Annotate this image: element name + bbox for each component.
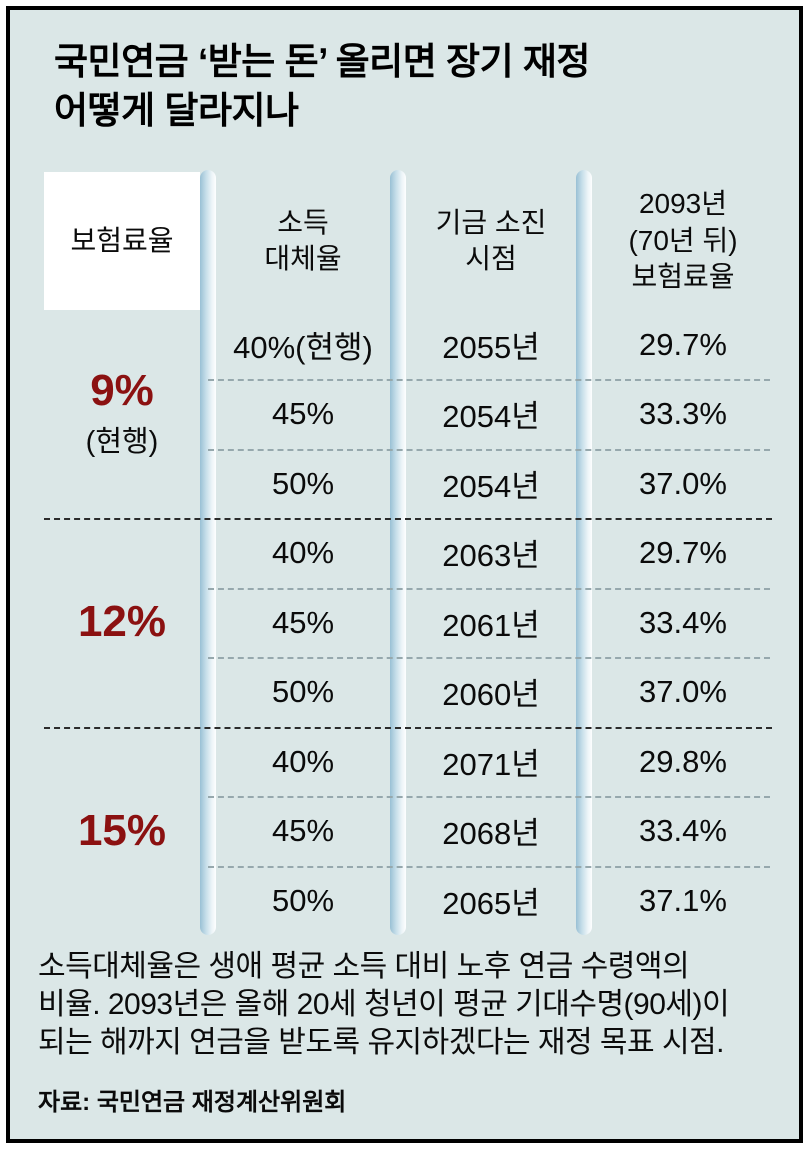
footnote-text: 소득대체율은 생애 평균 소득 대비 노후 연금 수령액의 비율. 2093년은… [38, 950, 730, 1060]
cell-replacement: 45% [271, 395, 335, 431]
cell-replacement: 45% [271, 604, 335, 640]
row-separator [208, 796, 770, 798]
row-separator [208, 379, 770, 381]
column-divider-bar-2 [390, 170, 406, 935]
cell-premium-2093: 37.1% [639, 882, 727, 918]
cell-premium-2093: 33.4% [639, 604, 727, 640]
group-rate-value: 9% [90, 366, 154, 416]
cell-depletion: 2060년 [442, 677, 540, 712]
cell-replacement: 50% [271, 673, 335, 709]
page-title: 국민연금 ‘받는 돈’ 올리면 장기 재정 어떻게 달라지나 [54, 38, 590, 136]
row-separator [208, 657, 770, 659]
cell-premium-2093: 33.3% [639, 395, 727, 431]
cell-replacement: 40% [271, 743, 335, 779]
cell-premium-2093: 37.0% [639, 465, 727, 501]
cell-premium-2093: 29.8% [639, 743, 727, 779]
group-label-12-percent: 12% [44, 518, 200, 727]
source-credit: 자료: 국민연금 재정계산위원회 [38, 1089, 347, 1116]
cell-replacement: 50% [271, 882, 335, 918]
group-label-15-percent: 15% [44, 727, 200, 935]
cell-depletion: 2071년 [442, 747, 540, 782]
column-divider-bar-1 [200, 170, 216, 935]
group-separator [44, 727, 772, 729]
cell-replacement: 40% [271, 534, 335, 570]
cell-depletion: 2054년 [442, 469, 540, 504]
group-rate-value: 12% [77, 597, 167, 647]
cell-premium-2093: 37.0% [639, 673, 727, 709]
group-label-9-percent: 9% (현행) [44, 310, 200, 518]
row-separator [208, 449, 770, 451]
cell-replacement: 50% [271, 465, 335, 501]
row-separator [208, 866, 770, 868]
cell-depletion: 2054년 [442, 399, 540, 434]
cell-premium-2093: 29.7% [639, 534, 727, 570]
cell-premium-2093: 33.4% [639, 812, 727, 848]
header-2093-premium-rate: 2093년 (70년 뒤) 보험료율 [628, 188, 738, 293]
header-replacement-rate: 소득 대체율 [264, 206, 342, 274]
cell-replacement: 40%(현행) [233, 330, 373, 365]
cell-depletion: 2061년 [442, 608, 540, 643]
cell-depletion: 2063년 [442, 538, 540, 573]
title-line-2: 어떻게 달라지나 [54, 89, 299, 131]
group-rate-note: (현행) [85, 425, 159, 458]
header-depletion-time: 기금 소진 시점 [435, 206, 547, 274]
row-separator [208, 588, 770, 590]
cell-depletion: 2055년 [442, 330, 540, 365]
header-premium-rate: 보험료율 [44, 172, 200, 310]
cell-premium-2093: 29.7% [639, 326, 727, 362]
cell-replacement: 45% [271, 812, 335, 848]
column-divider-bar-3 [576, 170, 592, 935]
group-separator [44, 518, 772, 520]
cell-depletion: 2065년 [442, 886, 540, 921]
cell-depletion: 2068년 [442, 816, 540, 851]
title-line-1: 국민연금 ‘받는 돈’ 올리면 장기 재정 [54, 41, 590, 82]
group-rate-value: 15% [77, 805, 167, 855]
